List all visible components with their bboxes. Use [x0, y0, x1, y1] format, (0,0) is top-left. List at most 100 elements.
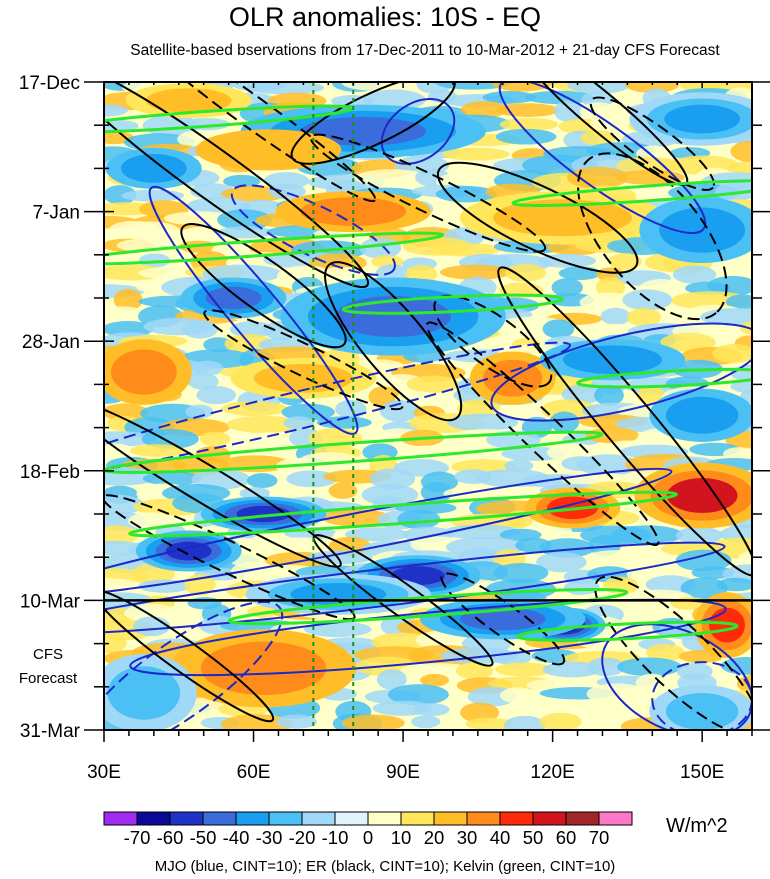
- colorbar-label: 60: [556, 827, 577, 848]
- anomaly-feature: [664, 104, 741, 134]
- field-patch: [579, 292, 637, 313]
- x-tick-label: 120E: [530, 762, 574, 783]
- colorbar-label: 50: [523, 827, 544, 848]
- field-patch: [460, 702, 500, 723]
- field-patch: [142, 471, 202, 486]
- anomaly-feature: [300, 117, 427, 146]
- field-patch: [596, 277, 626, 298]
- field-patch: [594, 384, 624, 406]
- mjo-contour: [601, 623, 752, 730]
- kelvin-contour: [341, 293, 564, 315]
- field-patch: [441, 147, 510, 161]
- colorbar-units: W/m^2: [666, 815, 728, 837]
- field-patch: [712, 344, 752, 364]
- field-patch: [610, 525, 684, 545]
- field-features: [104, 83, 752, 730]
- kelvin-contour: [511, 179, 752, 208]
- field-patch: [580, 130, 616, 146]
- colorbar-box: [268, 811, 303, 826]
- colorbar-label: 30: [457, 827, 478, 848]
- field-patch: [182, 320, 218, 339]
- er-contour: [104, 398, 342, 568]
- er-contour: [324, 261, 463, 422]
- y-tick-label: 10-Mar: [20, 591, 81, 612]
- x-tick-label: 90E: [386, 762, 420, 783]
- anomaly-feature: [709, 607, 746, 643]
- field-patch: [269, 486, 332, 501]
- colorbar-box: [334, 811, 369, 826]
- field-patch: [503, 715, 546, 730]
- field-patch: [104, 185, 137, 205]
- field-patch: [420, 673, 450, 687]
- field-patch: [104, 306, 146, 321]
- field-patch: [494, 662, 554, 677]
- field-patch: [220, 714, 293, 730]
- field-patch: [104, 494, 145, 515]
- field-patch: [558, 266, 602, 281]
- mjo-contour: [104, 541, 726, 635]
- colorbar-label: 20: [424, 827, 445, 848]
- field-patch: [223, 174, 261, 188]
- y-tick-label: 28-Jan: [22, 332, 80, 353]
- x-tick-label: 150E: [680, 762, 724, 783]
- kelvin-contour: [104, 231, 444, 266]
- er-contour: [312, 534, 494, 667]
- x-tick-label: 30E: [87, 762, 121, 783]
- colorbar-label: -30: [256, 827, 283, 848]
- field-patch: [504, 459, 534, 473]
- anomaly-field: [104, 82, 752, 730]
- anomaly-feature: [165, 541, 212, 561]
- mjo-contour: [498, 82, 707, 235]
- field-patch: [322, 508, 391, 527]
- anomaly-feature: [195, 129, 342, 171]
- field-patch: [585, 427, 640, 444]
- field-patch: [493, 562, 549, 583]
- field-patch: [354, 169, 430, 187]
- colorbar-label: 40: [490, 827, 511, 848]
- anomaly-feature: [200, 641, 327, 695]
- anomaly-feature: [562, 345, 662, 375]
- er-contour: [440, 572, 566, 666]
- field-patch: [344, 527, 409, 542]
- colorbar-box: [103, 811, 138, 826]
- field-patch: [221, 401, 288, 417]
- field-patch: [460, 101, 509, 118]
- mjo-contour: [129, 598, 727, 677]
- colorbar-box: [136, 811, 171, 826]
- field-patch: [660, 332, 716, 352]
- er-contour: [497, 266, 752, 577]
- mjo-contour: [104, 600, 284, 730]
- field-patch: [499, 687, 536, 704]
- wave-contours: [104, 82, 752, 730]
- contour-legend: MJO (blue, CINT=10); ER (black, CINT=10)…: [154, 858, 616, 875]
- field-patch: [680, 577, 728, 600]
- er-contour: [589, 96, 715, 191]
- er-contour: [436, 161, 639, 274]
- kelvin-contour: [128, 490, 679, 538]
- field-patch: [113, 288, 143, 311]
- colorbar-box: [367, 811, 402, 826]
- field-patch: [104, 431, 157, 447]
- y-tick-label: 18-Feb: [20, 462, 80, 483]
- y-tick-label: 7-Jan: [32, 203, 80, 224]
- chart-title: OLR anomalies: 10S - EQ: [228, 2, 542, 32]
- anomaly-feature: [120, 154, 187, 183]
- er-contour: [104, 589, 275, 723]
- field-patch: [588, 702, 652, 720]
- colorbar-box: [433, 811, 468, 826]
- anomaly-feature: [107, 666, 181, 720]
- field-patch: [542, 319, 575, 339]
- field-patch: [672, 265, 717, 284]
- field-patch: [737, 550, 752, 567]
- field-patch: [567, 82, 631, 94]
- colorbar-label: 10: [391, 827, 412, 848]
- anomaly-feature: [665, 396, 739, 434]
- y-tick-label: 31-Mar: [20, 721, 81, 742]
- field-patch: [387, 684, 449, 706]
- field-patch: [567, 166, 629, 189]
- colorbar-box: [598, 811, 633, 826]
- plot-axes: 17-Dec 7-Jan 28-Jan 18-Feb 10-Mar 31-Mar 30E 60…: [19, 73, 770, 783]
- mjo-contour: [651, 661, 752, 730]
- field-patch: [536, 552, 587, 573]
